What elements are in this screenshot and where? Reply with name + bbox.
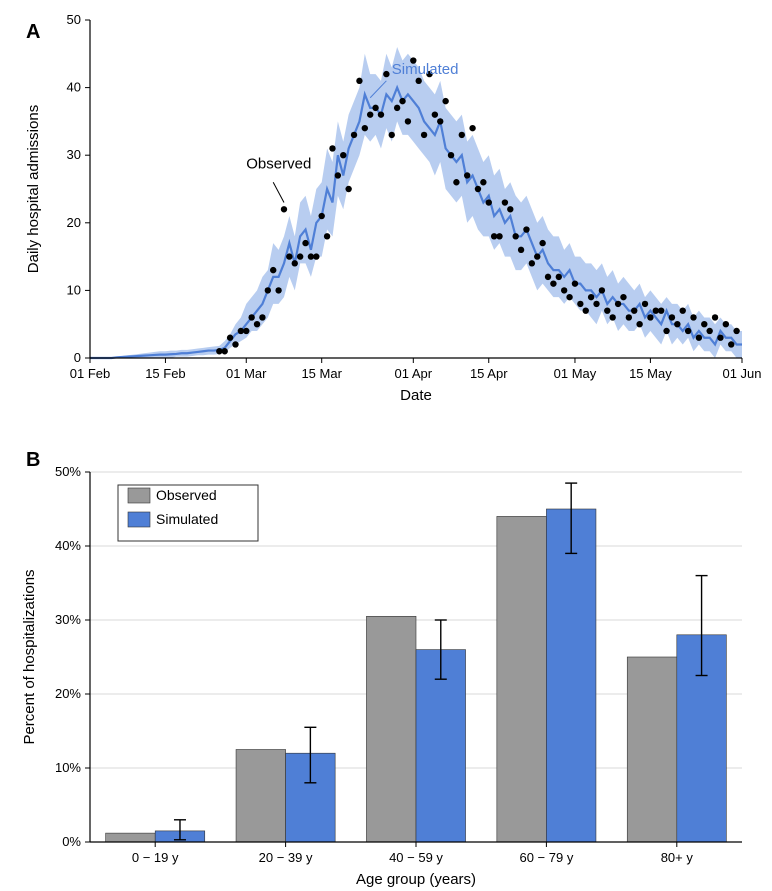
panelA-xtick: 15 May <box>629 366 672 381</box>
legend-label: Simulated <box>156 511 218 527</box>
panelA-xtick: 01 Jun <box>722 366 761 381</box>
panelB-ytick: 30% <box>55 612 81 627</box>
panelB-xtick: 20 − 39 y <box>259 850 313 865</box>
panel-B-label: B <box>26 449 40 471</box>
panelB-bar-observed <box>497 516 547 842</box>
panelA-xtick: 01 May <box>554 366 597 381</box>
panelA-confidence-ribbon <box>90 47 742 358</box>
panelB-bar-observed <box>366 616 416 842</box>
panelB-bar-observed <box>106 833 156 842</box>
panelB-ytick: 0% <box>62 834 81 849</box>
panelA-ytick: 20 <box>67 215 81 230</box>
panelB-ytick: 50% <box>55 464 81 479</box>
panelA-xtick: 01 Apr <box>395 366 433 381</box>
panelA-xtick: 15 Mar <box>301 366 342 381</box>
panelB-xtick: 60 − 79 y <box>519 850 573 865</box>
panelA-ytick: 30 <box>67 147 81 162</box>
legend-swatch <box>128 512 150 527</box>
panelB-xlabel: Age group (years) <box>356 871 476 888</box>
legend-swatch <box>128 488 150 503</box>
panelA-xtick: 01 Mar <box>226 366 267 381</box>
panelB-bar-observed <box>627 657 677 842</box>
panelA-ytick: 10 <box>67 282 81 297</box>
panelA-annotation: Simulated <box>392 61 459 78</box>
panelB-bar-simulated <box>546 509 596 842</box>
panelA-xlabel: Date <box>400 387 432 404</box>
panelA-xtick: 15 Feb <box>145 366 185 381</box>
panelA-annotation: Observed <box>246 156 311 173</box>
panelB-ytick: 10% <box>55 760 81 775</box>
figure-canvas: A 0 10 20 30 40 50 01 Feb 15 Feb 01 Mar 15 Mar 01 A… <box>0 0 772 891</box>
figure-svg: A 0 10 20 30 40 50 01 Feb 15 Feb 01 Mar 15 Mar 01 A… <box>0 0 772 891</box>
panelB-xtick: 80+ y <box>661 850 694 865</box>
panelB-bar-observed <box>236 750 286 843</box>
panelB-xtick: 40 − 59 y <box>389 850 443 865</box>
panel-A-label: A <box>26 21 40 43</box>
panelB-ytick: 20% <box>55 686 81 701</box>
legend-label: Observed <box>156 487 217 503</box>
panelA-ylabel: Daily hospital admissions <box>25 105 42 273</box>
panelA-xtick: 15 Apr <box>470 366 508 381</box>
panelA-ytick: 50 <box>67 12 81 27</box>
panelB-ytick: 40% <box>55 538 81 553</box>
panelA-ytick: 0 <box>74 350 81 365</box>
panelA-xtick: 01 Feb <box>70 366 110 381</box>
panelB-xtick: 0 − 19 y <box>132 850 179 865</box>
panelB-ylabel: Percent of hospitalizations <box>21 569 38 744</box>
panelA-ytick: 40 <box>67 80 81 95</box>
